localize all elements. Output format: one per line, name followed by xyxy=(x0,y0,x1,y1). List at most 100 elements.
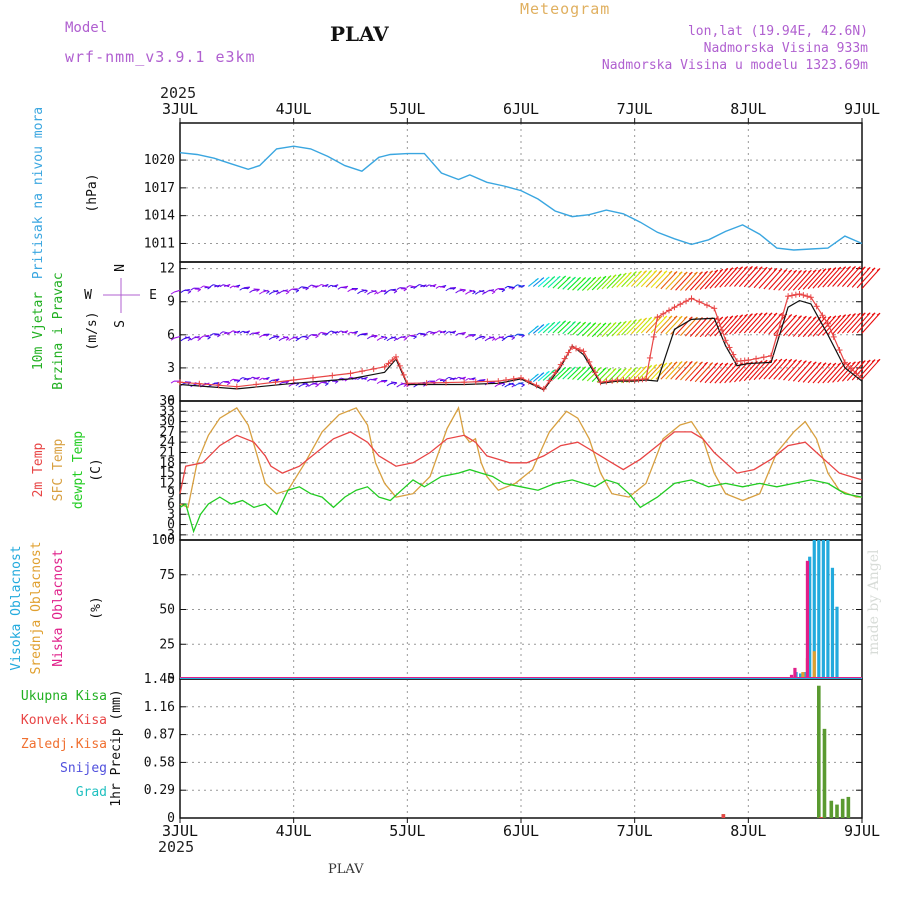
wind-barb-head xyxy=(298,286,302,290)
wind-barb-head xyxy=(822,268,827,272)
wind-barb-arrow xyxy=(729,266,748,287)
wind-barb-arrow xyxy=(193,335,200,339)
wind-barb-head xyxy=(317,332,322,335)
wind-barb-arrow xyxy=(224,381,231,384)
wind-barb-head xyxy=(633,367,637,371)
wind-barb-arrow xyxy=(183,336,190,340)
wind-barb-head xyxy=(445,376,450,380)
page-title: PLAV xyxy=(330,22,389,46)
wind-barb-arrow xyxy=(763,358,783,380)
wind-barb-arrow xyxy=(596,322,612,338)
wind-barb-arrow xyxy=(448,376,455,380)
wind-barb-head xyxy=(187,291,192,294)
wind-barb-head xyxy=(366,292,371,295)
wind-barb-head xyxy=(386,383,391,387)
wind-barb-head xyxy=(472,291,476,295)
wind-barb-head xyxy=(749,313,753,317)
wind-barb-head xyxy=(758,266,763,270)
wind-barb-head xyxy=(803,315,807,319)
wind-barb-head xyxy=(229,378,234,382)
wind-barb-head xyxy=(808,269,812,273)
wind-barb-arrow xyxy=(487,289,495,292)
wind-barb-head xyxy=(783,358,788,362)
wind-barb-arrow xyxy=(738,360,758,382)
wind-dir-s: S xyxy=(113,320,128,328)
wind-barb-arrow xyxy=(684,361,703,381)
wind-barb-head xyxy=(768,267,773,271)
wind-barb-head xyxy=(197,288,201,292)
wind-barb-head xyxy=(607,275,612,279)
y-tick-label: 0.87 xyxy=(144,728,175,743)
wind-barb-head xyxy=(514,333,518,337)
wind-barb-head xyxy=(190,337,194,341)
wind-barb-head xyxy=(535,325,539,329)
wind-barb-arrow xyxy=(841,312,861,334)
wind-barb-arrow xyxy=(837,266,856,287)
wind-barb-head xyxy=(744,313,748,317)
wind-barb-head xyxy=(658,363,663,367)
wind-barb-arrow xyxy=(330,330,338,334)
wind-barb-head xyxy=(866,312,871,316)
wind-barb-head xyxy=(617,368,622,371)
wind-barb-head xyxy=(403,288,408,292)
wind-barb-head xyxy=(602,275,607,279)
wind-barb-arrow xyxy=(861,268,881,289)
wind-barb-arrow xyxy=(837,361,856,383)
wind-barb-head xyxy=(778,313,783,316)
wind-barb-head xyxy=(465,378,469,381)
wind-barb-arrow xyxy=(792,360,812,382)
wind-barb-head xyxy=(546,276,550,280)
axis-label-precip: 1hr Precip (mm) xyxy=(109,689,124,806)
wind-barb-head xyxy=(562,275,566,279)
wind-barb-head xyxy=(337,286,342,290)
y-tick-label: 0.29 xyxy=(144,783,175,798)
wind-barb-head xyxy=(413,384,417,388)
y-tick-label: 12 xyxy=(159,476,175,491)
wind-barb-arrow xyxy=(719,362,739,384)
wind-barb-head xyxy=(783,269,788,272)
wind-barb-arrow xyxy=(807,316,827,338)
wind-barb-head xyxy=(259,377,263,381)
wind-barb-arrow xyxy=(419,284,426,288)
wind-barb-head xyxy=(857,312,861,316)
wind-barb-head xyxy=(704,361,708,365)
wind-barb-head xyxy=(827,267,832,271)
y-tick-label: 1020 xyxy=(144,153,175,168)
wind-barb-arrow xyxy=(567,366,581,380)
cloud-bar xyxy=(830,567,835,679)
wind-barb-arrow xyxy=(213,284,220,288)
wind-barb-head xyxy=(465,291,469,295)
wind-barb-arrow xyxy=(389,336,397,340)
wind-barb-head xyxy=(852,361,856,365)
y-tick-label: 1.45 xyxy=(144,672,175,687)
wind-barb-head xyxy=(535,373,539,377)
y-tick-label: 3 xyxy=(167,361,175,376)
wind-barb-arrow xyxy=(438,285,446,289)
wind-barb-arrow xyxy=(743,312,763,334)
precip-bar xyxy=(829,800,834,818)
wind-barb-arrow xyxy=(497,382,504,386)
wind-barb-arrow xyxy=(734,266,753,287)
wind-barb-head xyxy=(275,292,280,295)
wind-barb-head xyxy=(465,335,469,339)
wind-barb-head xyxy=(455,333,459,336)
wind-barb-head xyxy=(504,336,508,339)
wind-barb-head xyxy=(305,287,309,291)
wind-barb-head xyxy=(180,338,185,342)
wind-barb-arrow xyxy=(684,271,703,291)
wind-barb-head xyxy=(709,270,713,274)
wind-barb-head xyxy=(393,382,398,386)
model-name: wrf-nmm_v3.9.1 e3km xyxy=(65,48,256,66)
wind-barb-head xyxy=(229,285,234,289)
wind-barb-arrow xyxy=(812,362,832,384)
wind-barb-head xyxy=(648,316,652,320)
wind-barb-head xyxy=(862,312,866,316)
wind-barb-head xyxy=(668,361,673,365)
wind-barb-arrow xyxy=(271,289,279,293)
axis-label-2m-temp: 2m Temp xyxy=(31,442,46,497)
y-tick-label: 25 xyxy=(159,637,175,652)
wind-barb-arrow xyxy=(734,361,753,383)
precip-legend-entry: Konvek.Kisa xyxy=(21,713,107,728)
wind-barb-arrow xyxy=(689,361,708,382)
wind-barb-head xyxy=(832,267,837,271)
